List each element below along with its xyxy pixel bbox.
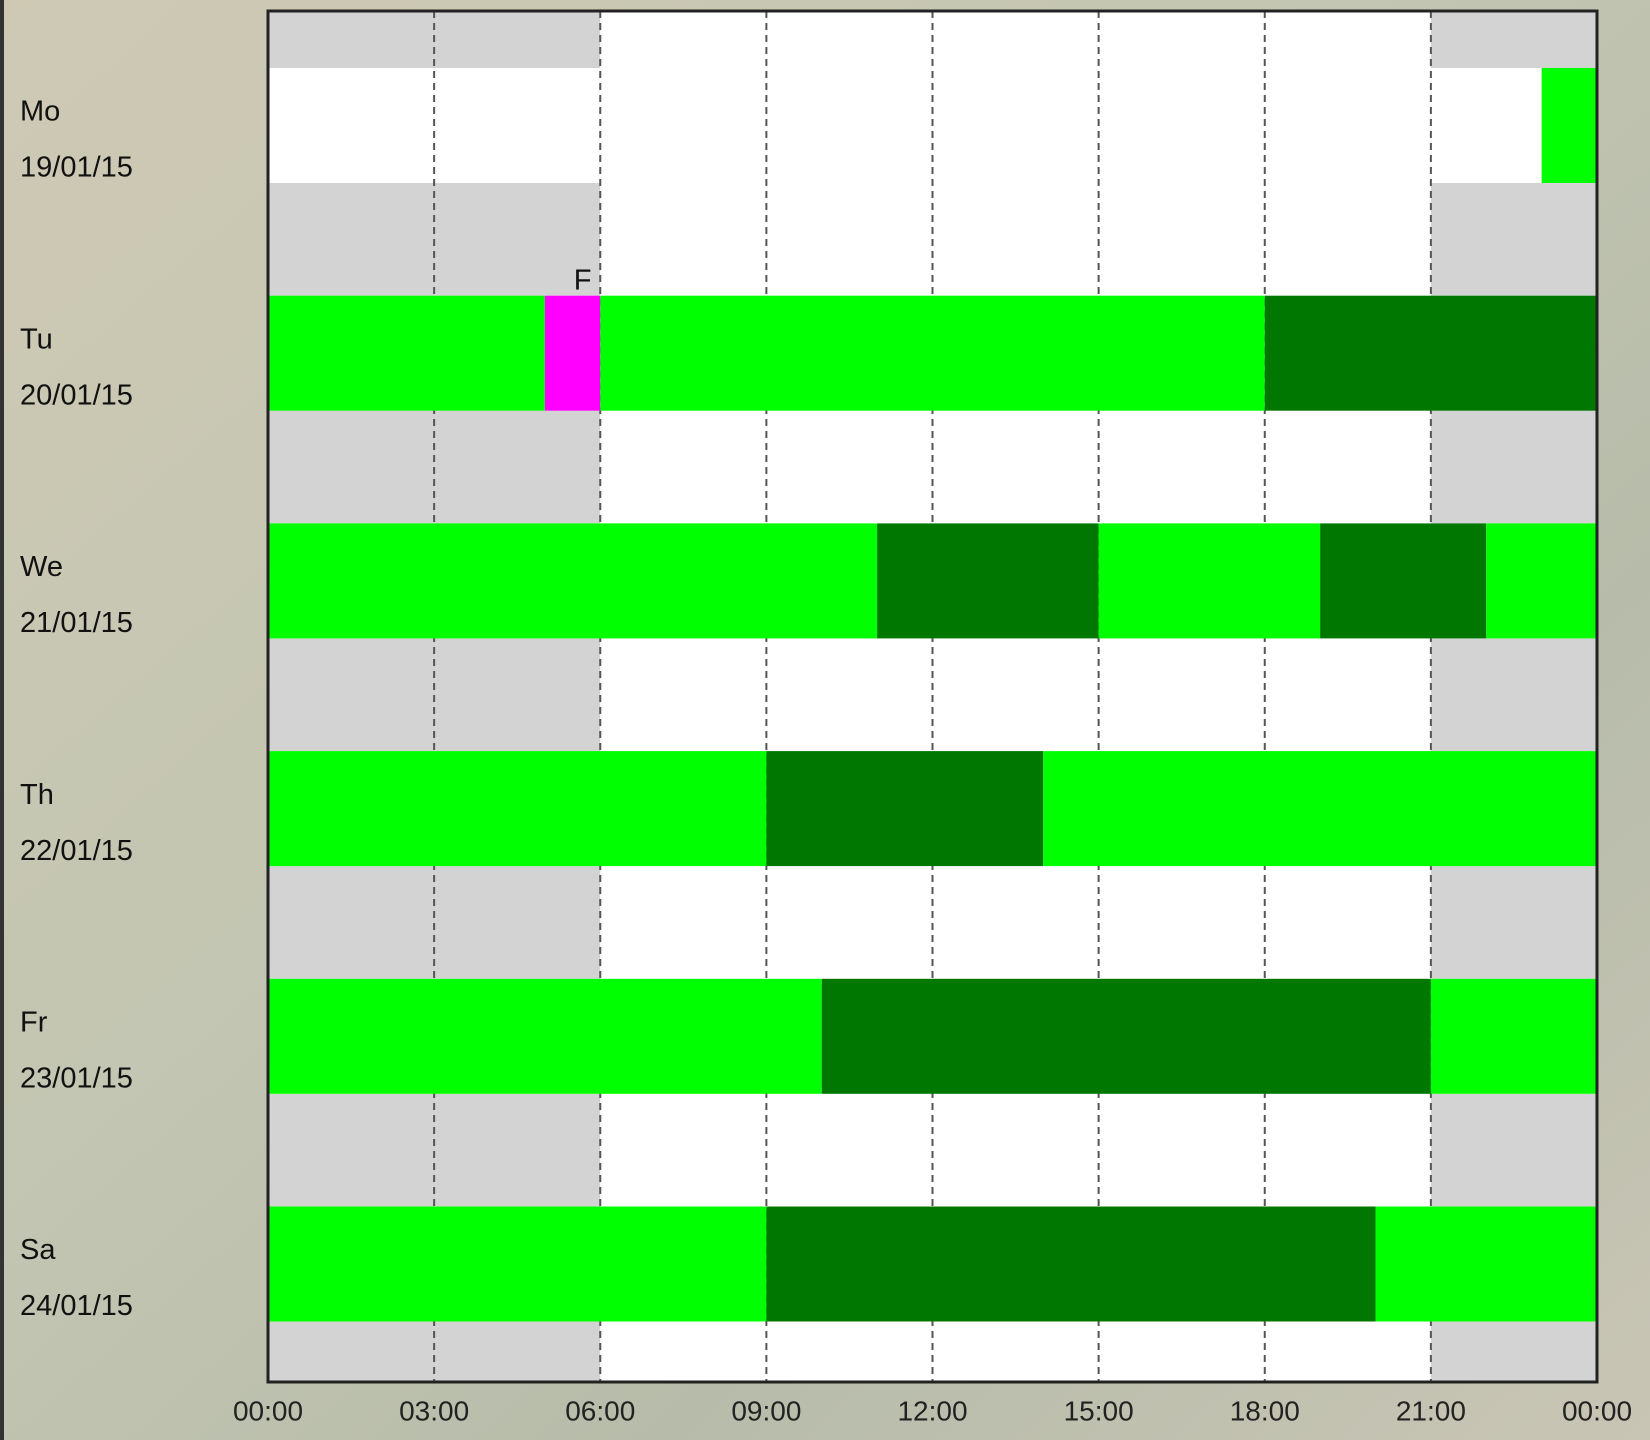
date-label: 20/01/15 [20, 379, 133, 411]
segment [1099, 523, 1321, 638]
day-label: Mo [20, 96, 60, 128]
segment [1431, 979, 1597, 1094]
night-shading [1431, 11, 1597, 1382]
segment [1486, 523, 1597, 638]
x-tick-label: 09:00 [731, 1395, 801, 1426]
day-label: Th [20, 779, 54, 811]
segment [766, 1207, 1375, 1322]
segment [268, 1207, 766, 1322]
segment [268, 523, 877, 638]
x-tick-label: 12:00 [897, 1395, 967, 1426]
day-label: Tu [20, 323, 53, 355]
segment [545, 296, 600, 411]
segment [766, 751, 1043, 866]
day-label: We [20, 551, 63, 583]
chart: 00:00 03:00 06:00 09:00 12:00 15:00 18:00 21:00… [0, 0, 1650, 1440]
day-label: Sa [20, 1234, 56, 1266]
x-tick-label: 00:00 [233, 1395, 303, 1426]
date-label: 23/01/15 [20, 1062, 133, 1094]
page: 00:00 03:00 06:00 09:00 12:00 15:00 18:00 21:00… [0, 0, 1650, 1440]
x-tick-label: 18:00 [1230, 1395, 1300, 1426]
day-label: Fr [20, 1006, 48, 1038]
x-tick-label: 03:00 [399, 1395, 469, 1426]
segment [877, 523, 1099, 638]
segment [600, 296, 1265, 411]
segment-label: F [574, 264, 592, 296]
segment [822, 979, 1431, 1094]
date-label: 21/01/15 [20, 607, 133, 639]
x-tick-label: 00:00 [1562, 1395, 1632, 1426]
date-label: 24/01/15 [20, 1290, 133, 1322]
segment [1542, 68, 1597, 183]
x-tick-label: 21:00 [1396, 1395, 1466, 1426]
x-tick-label: 15:00 [1064, 1395, 1134, 1426]
segment [268, 979, 822, 1094]
segment [268, 296, 545, 411]
segment [1265, 296, 1597, 411]
segment [1043, 751, 1597, 866]
segment [1320, 523, 1486, 638]
date-label: 22/01/15 [20, 835, 133, 867]
x-tick-label: 06:00 [565, 1395, 635, 1426]
segment [1376, 1207, 1598, 1322]
segment [268, 751, 766, 866]
date-label: 19/01/15 [20, 152, 133, 184]
